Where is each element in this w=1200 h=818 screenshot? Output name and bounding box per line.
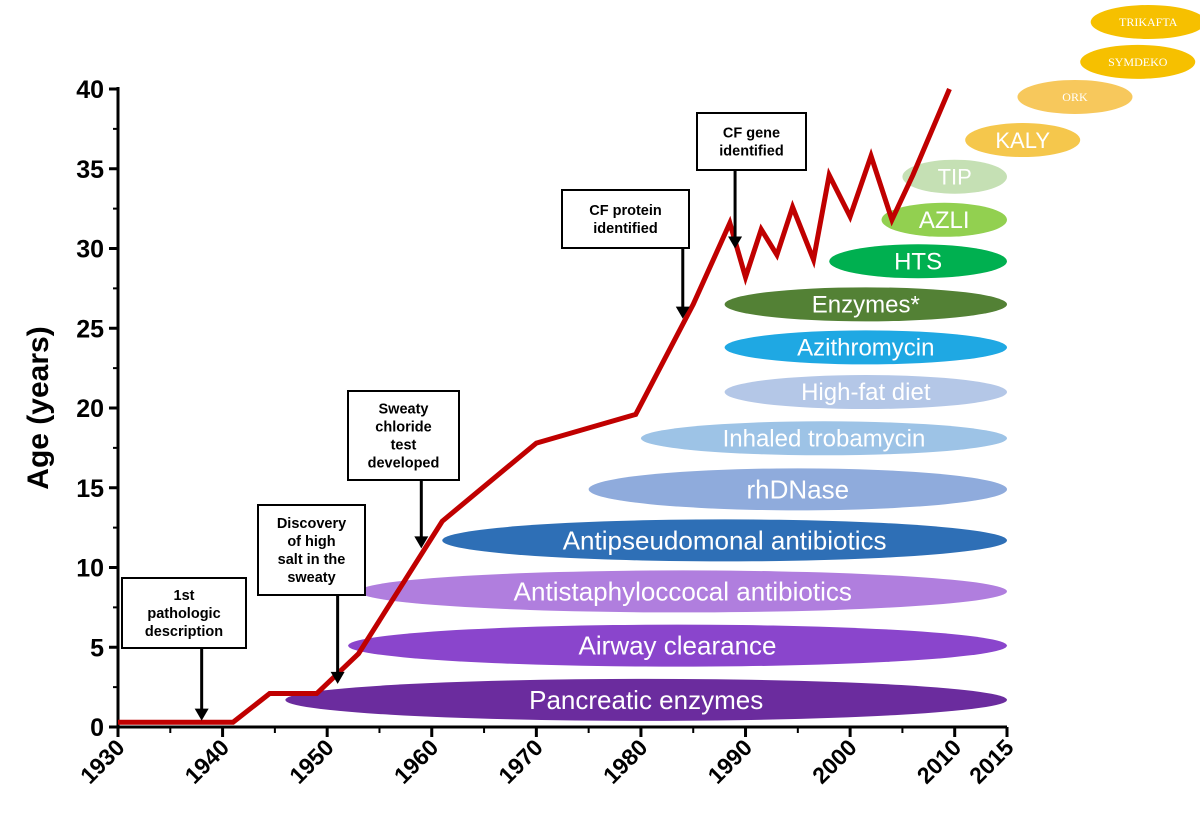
- x-tick-label: 2015: [964, 734, 1019, 789]
- therapy-label: Antistaphyloccocal antibiotics: [514, 576, 852, 606]
- x-tick-label: 1940: [180, 734, 235, 789]
- annotation-text: salt in the: [278, 552, 346, 568]
- y-tick-label: 40: [76, 76, 104, 104]
- therapy-label: TIP: [938, 165, 972, 190]
- arrow-head: [675, 306, 690, 319]
- therapy-label: SYMDEKO: [1108, 55, 1168, 69]
- therapy-ellipse: [358, 570, 1007, 613]
- therapy-label: AZLI: [919, 207, 970, 234]
- therapy-label: ORK: [1062, 90, 1088, 104]
- therapy-label: High-fat diet: [801, 379, 931, 406]
- survival-line: [118, 88, 952, 725]
- x-tick-label: 1930: [75, 734, 130, 789]
- y-tick-label: 20: [76, 395, 104, 423]
- therapy-ellipse: [1090, 5, 1200, 40]
- therapy-ellipse: [829, 244, 1007, 279]
- therapy-ellipse: [442, 519, 1007, 562]
- arrow-head: [728, 236, 743, 249]
- annotation-text: developed: [368, 456, 440, 472]
- therapy-ellipse: [285, 678, 1007, 721]
- x-tick-label: 2010: [912, 734, 967, 789]
- annotation-text: identified: [719, 144, 783, 160]
- annotation-box: [121, 577, 247, 649]
- annotation-box: [257, 504, 366, 596]
- y-tick-label: 35: [76, 156, 104, 184]
- therapy-label: KALY: [995, 128, 1050, 153]
- therapy-label: Airway clearance: [579, 631, 777, 661]
- annotation-box: [696, 112, 807, 171]
- arrow-head: [194, 708, 209, 721]
- therapy-label: Pancreatic enzymes: [529, 685, 763, 715]
- x-tick-label: 1950: [284, 734, 339, 789]
- survival-line-layer: [118, 88, 952, 725]
- arrow-head: [414, 536, 429, 549]
- annotation-text: description: [145, 624, 223, 640]
- annotation-text: CF protein: [589, 203, 662, 219]
- x-tick-label: 1990: [702, 734, 757, 789]
- therapy-ellipse: [588, 468, 1007, 511]
- x-tick-label: 2000: [807, 734, 862, 789]
- annotation-text: 1st: [174, 588, 195, 604]
- annotation-text: identified: [593, 221, 657, 237]
- therapy-ellipse: [881, 202, 1007, 237]
- annotation-text: Discovery: [277, 516, 346, 532]
- therapy-label: Azithromycin: [797, 334, 934, 361]
- therapy-ellipse: [724, 375, 1008, 410]
- annotation-text: CF gene: [723, 126, 780, 142]
- therapy-label: rhDNase: [747, 474, 850, 504]
- arrow-head: [330, 671, 345, 684]
- y-tick-label: 25: [76, 315, 104, 343]
- y-tick-label: 0: [90, 714, 104, 742]
- annotation-text: test: [391, 438, 417, 454]
- annotation-layer: 1st pathologic description Discovery of high…: [121, 112, 807, 721]
- therapy-ellipse: [724, 330, 1008, 365]
- annotation-text: chloride: [375, 420, 431, 436]
- therapy-label: HTS: [894, 248, 942, 275]
- annotation-text: pathologic: [147, 606, 220, 622]
- therapy-label: Enzymes*: [812, 291, 920, 318]
- y-tick-label: 10: [76, 555, 104, 583]
- annotation-text: sweaty: [287, 570, 335, 586]
- annotation-box: [347, 390, 460, 481]
- x-tick-label: 1970: [493, 734, 548, 789]
- therapy-ellipse: [724, 287, 1008, 322]
- therapy-ellipse: [902, 159, 1007, 194]
- therapy-label: Inhaled trobamycin: [723, 425, 926, 452]
- y-tick-label: 15: [76, 475, 104, 503]
- y-axis-label: Age (years): [22, 326, 55, 489]
- therapy-label: TRIKAFTA: [1119, 15, 1178, 29]
- therapy-ellipse: [1080, 44, 1196, 79]
- therapy-label: Antipseudomonal antibiotics: [563, 525, 887, 555]
- therapy-ellipse: [640, 421, 1007, 456]
- therapy-ellipse: [348, 624, 1007, 667]
- therapy-layer: Pancreatic enzymes Airway clearance Antist…: [285, 5, 1200, 721]
- annotation-box: [561, 189, 690, 249]
- therapy-ellipse: [965, 123, 1081, 158]
- annotation-text: Sweaty: [379, 402, 429, 418]
- therapy-ellipse: [1017, 79, 1133, 114]
- annotation-text: of high: [287, 534, 335, 550]
- y-tick-label: 5: [90, 634, 104, 662]
- y-tick-label: 30: [76, 236, 104, 264]
- x-tick-label: 1980: [598, 734, 653, 789]
- x-tick-label: 1960: [389, 734, 444, 789]
